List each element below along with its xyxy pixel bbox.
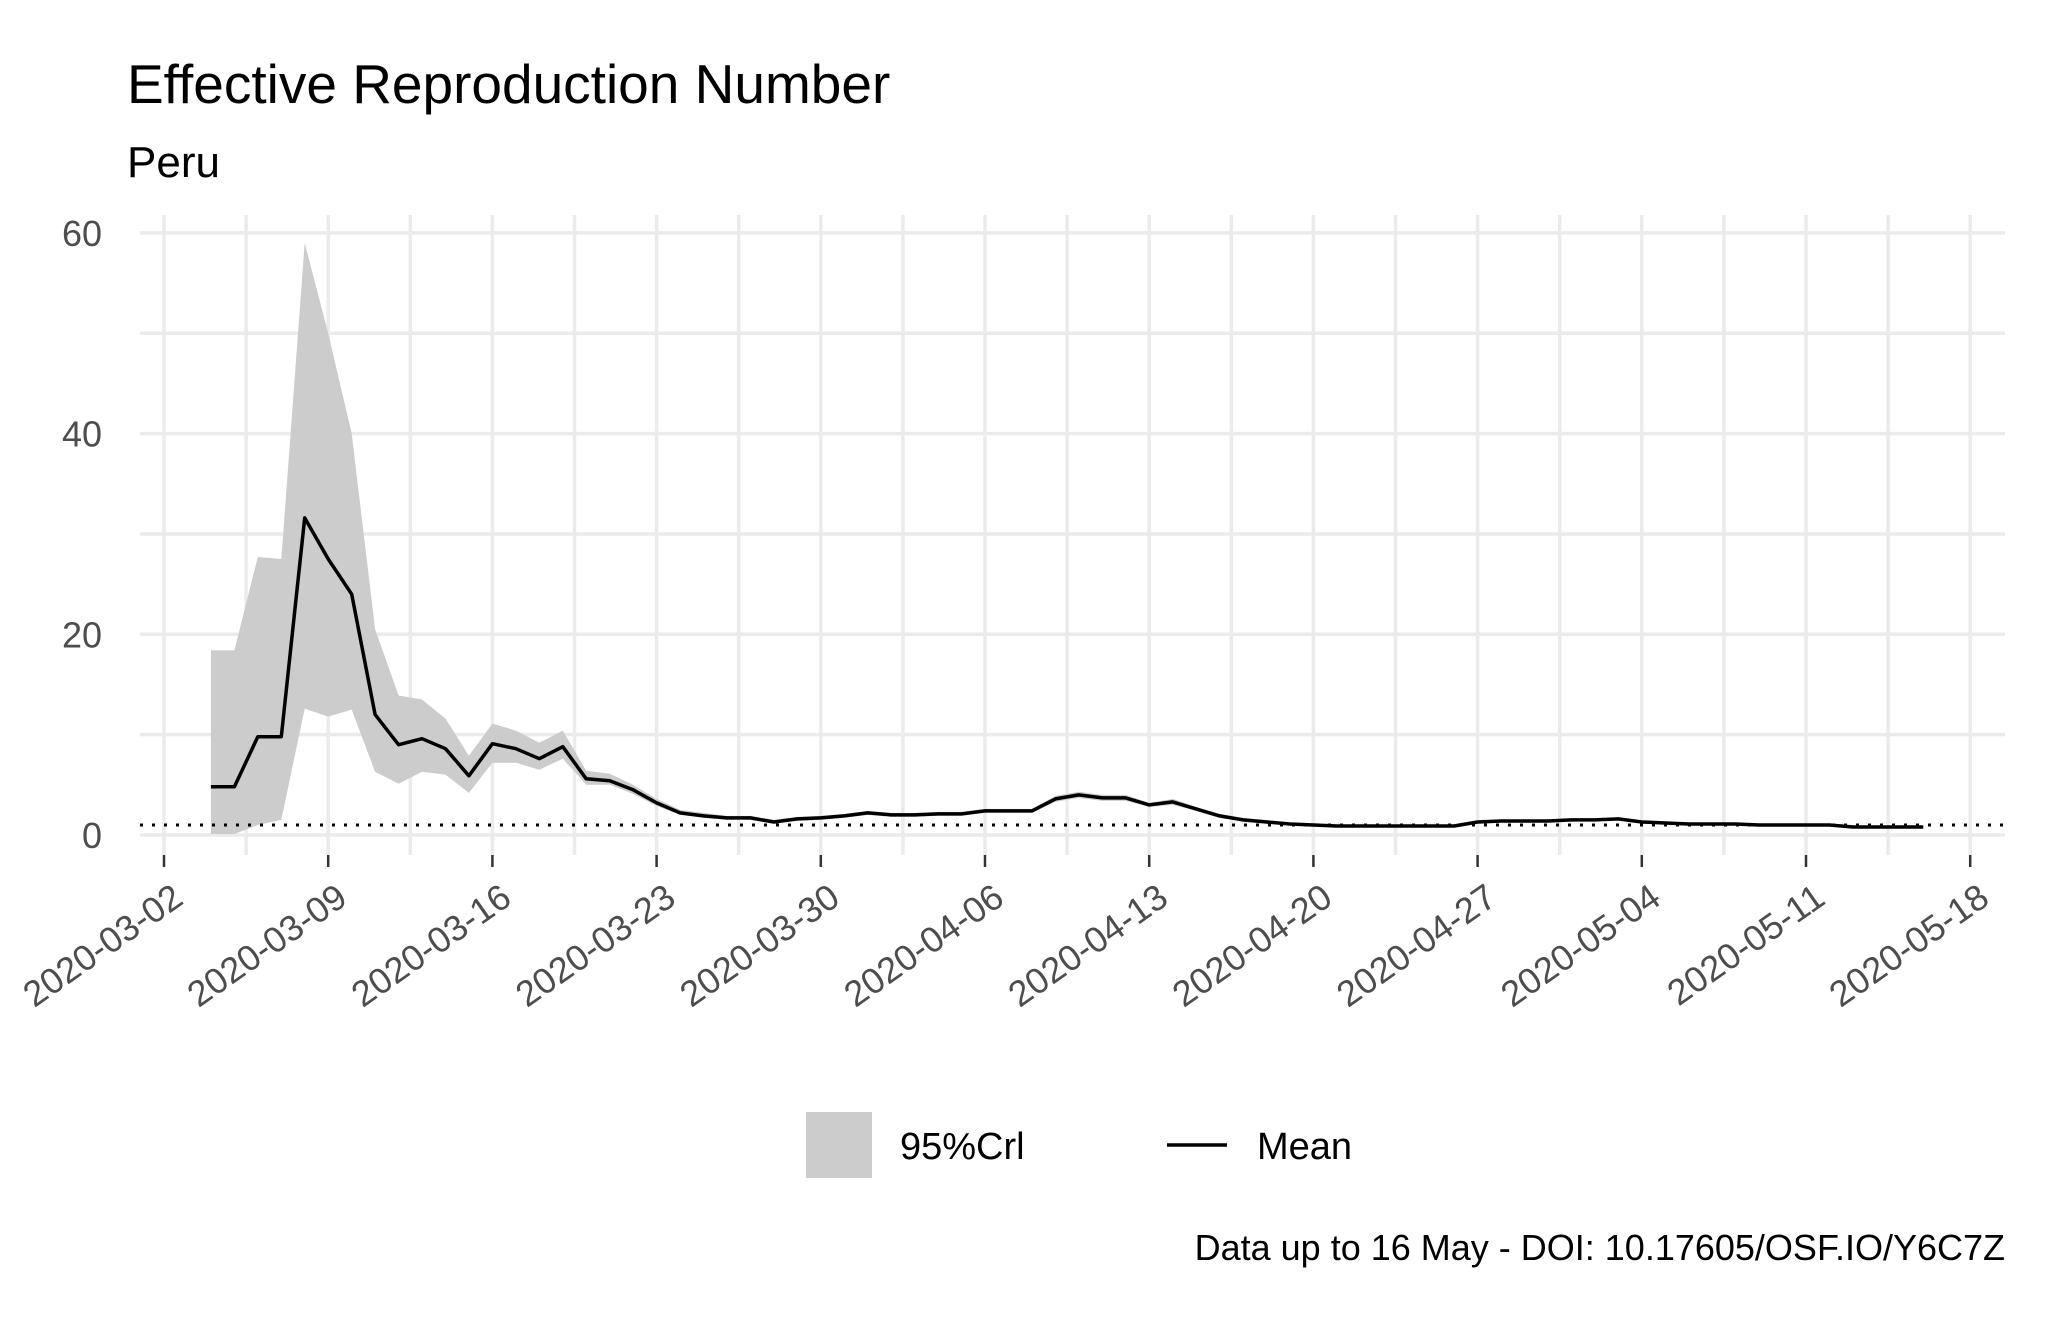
chart-subtitle: Peru <box>127 138 220 187</box>
mean-line <box>210 516 1924 829</box>
y-axis: 0 20 40 60 <box>62 213 102 856</box>
x-tick-label: 2020-04-20 <box>1165 876 1339 1015</box>
chart-caption: Data up to 16 May - DOI: 10.17605/OSF.IO… <box>1195 1227 2005 1268</box>
y-tick-label: 40 <box>62 414 102 455</box>
x-tick-label: 2020-03-09 <box>180 876 354 1015</box>
y-tick-label: 20 <box>62 614 102 655</box>
x-axis: 2020-03-022020-03-092020-03-162020-03-23… <box>15 855 1996 1015</box>
legend-key-band <box>806 1112 872 1178</box>
x-tick-label: 2020-03-02 <box>15 876 189 1015</box>
band-area <box>210 242 1924 834</box>
x-tick-label: 2020-05-18 <box>1822 876 1996 1015</box>
x-tick-label: 2020-03-16 <box>344 876 518 1015</box>
x-tick-label: 2020-03-30 <box>672 876 846 1015</box>
mean-line-group <box>210 516 1924 829</box>
credible-interval-band <box>210 242 1924 834</box>
x-tick-label: 2020-04-06 <box>836 876 1010 1015</box>
legend-label-band: 95%Crl <box>900 1126 1025 1168</box>
x-tick-label: 2020-05-04 <box>1493 876 1667 1015</box>
legend: 95%Crl Mean <box>806 1112 1352 1178</box>
legend-label-mean: Mean <box>1257 1126 1352 1168</box>
chart-title: Effective Reproduction Number <box>127 53 890 115</box>
y-tick-label: 0 <box>82 815 102 856</box>
x-tick-label: 2020-03-23 <box>508 876 682 1015</box>
x-tick-label: 2020-04-13 <box>1001 876 1175 1015</box>
x-tick-label: 2020-04-27 <box>1329 876 1503 1015</box>
y-tick-label: 60 <box>62 213 102 254</box>
x-tick-label: 2020-05-11 <box>1660 876 1832 1014</box>
